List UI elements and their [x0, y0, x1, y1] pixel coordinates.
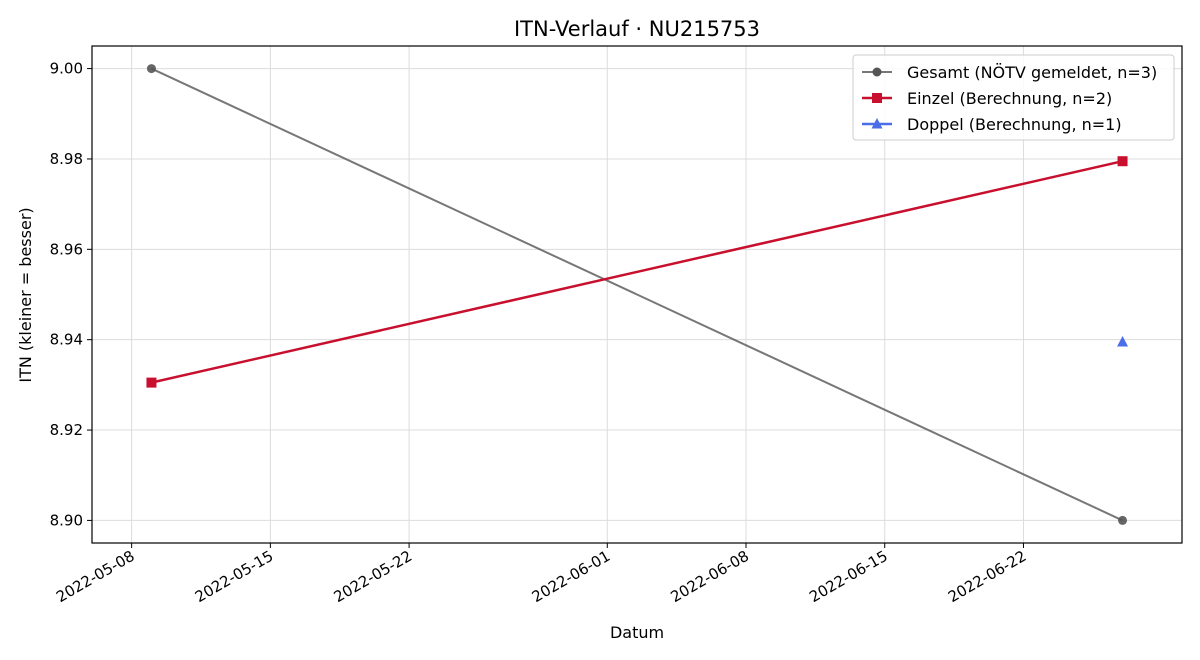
x-tick-label: 2022-06-22 — [945, 547, 1030, 606]
legend-marker-square — [872, 93, 882, 103]
x-axis-label: Datum — [610, 623, 664, 642]
legend-marker-circle — [872, 67, 882, 77]
legend: Gesamt (NÖTV gemeldet, n=3) Einzel (Berec… — [852, 54, 1175, 141]
y-tick-label: 8.90 — [50, 511, 83, 529]
data-point-circle — [146, 64, 156, 74]
x-tick-label: 2022-06-01 — [529, 547, 614, 606]
legend-box — [852, 54, 1175, 141]
data-point-square — [1117, 156, 1128, 167]
legend-label-triangle: Doppel (Berechnung, n=1) — [907, 115, 1122, 134]
legend-label-circle: Gesamt (NÖTV gemeldet, n=3) — [907, 63, 1157, 82]
y-tick-label: 8.94 — [50, 331, 83, 349]
series-layer — [146, 64, 1129, 525]
y-tick-label: 8.92 — [50, 421, 83, 439]
x-tick-label: 2022-06-08 — [667, 547, 752, 606]
x-tick-label: 2022-05-15 — [192, 547, 277, 606]
legend-label-square: Einzel (Berechnung, n=2) — [907, 89, 1112, 108]
x-tick-label: 2022-05-22 — [331, 547, 416, 606]
data-point-triangle — [1117, 335, 1129, 347]
data-point-circle — [1118, 515, 1128, 525]
data-point-square — [146, 377, 157, 388]
series-line-square — [151, 159, 1123, 384]
chart-title: ITN-Verlauf · NU215753 — [514, 17, 760, 41]
legend-marker-triangle — [871, 118, 883, 129]
plot-frame — [91, 45, 1183, 544]
y-tick-label: 8.98 — [50, 150, 83, 168]
y-axis-label: ITN (kleiner = besser) — [16, 207, 35, 382]
tick-layer: 2022-05-08 2022-05-15 2022-05-22 2022-06-01… — [50, 60, 1030, 606]
x-tick-label: 2022-05-08 — [53, 547, 138, 606]
y-tick-label: 8.96 — [50, 240, 83, 258]
x-tick-label: 2022-06-15 — [806, 547, 891, 606]
series-line-circle — [151, 67, 1123, 522]
y-tick-label: 9.00 — [50, 60, 83, 78]
